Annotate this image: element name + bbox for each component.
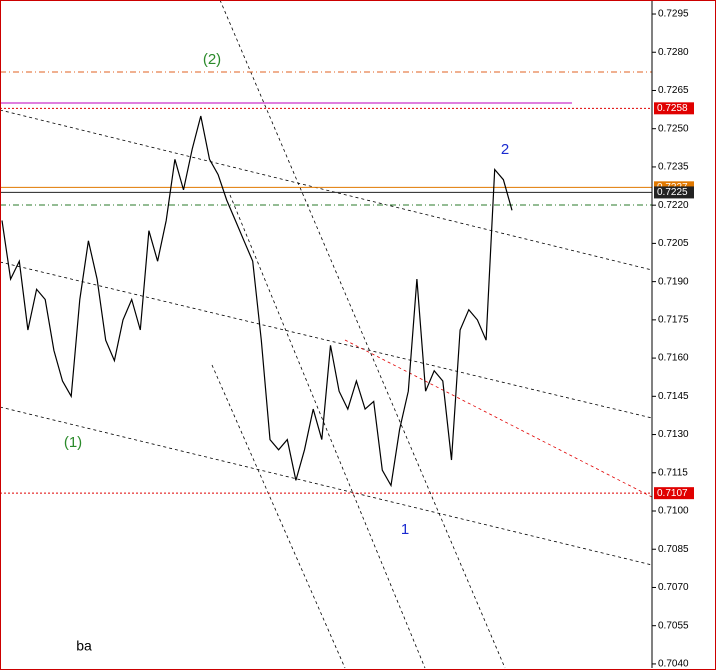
- trend-line: [0, 109, 653, 271]
- price-label-box: [654, 102, 694, 115]
- price-label-box: [654, 487, 694, 500]
- trend-line: [0, 406, 653, 566]
- y-tick-label: 0.7070: [658, 582, 689, 593]
- y-tick-label: 0.7190: [658, 276, 689, 287]
- y-tick-label: 0.7220: [658, 200, 689, 211]
- trend-line: [0, 261, 653, 419]
- y-tick-label: 0.7130: [658, 429, 689, 440]
- y-tick-label: 0.7100: [658, 506, 689, 517]
- annotation: (2): [203, 51, 221, 68]
- y-tick-label: 0.7175: [658, 314, 689, 325]
- y-tick-label: 0.7265: [658, 85, 689, 96]
- price-label: 0.7225: [657, 187, 688, 198]
- trend-line: [219, 0, 506, 669]
- y-tick-label: 0.7055: [658, 620, 689, 631]
- y-tick-label: 0.7160: [658, 353, 689, 364]
- price-label: 0.7107: [657, 488, 688, 499]
- y-axis: 0.7295 0.7280 0.7265 0.7250 0.7235 0.7220 0.72…: [652, 9, 689, 670]
- y-tick-label: 0.7280: [658, 47, 689, 58]
- y-tick-label: 0.7040: [658, 659, 689, 670]
- trend-line: [211, 364, 346, 669]
- y-tick-label: 0.7145: [658, 391, 689, 402]
- annotation: ba: [76, 638, 92, 654]
- annotation: 2: [501, 141, 509, 158]
- plot: [1, 115, 513, 488]
- y-tick-label: 0.7235: [658, 162, 689, 173]
- y-tick-label: 0.7295: [658, 9, 689, 20]
- y-tick-label: 0.7115: [658, 467, 688, 478]
- price-label-box: [654, 186, 694, 199]
- annotation: 1: [401, 521, 409, 538]
- trend-lines: [0, 0, 653, 669]
- y-tick-label: 0.7085: [658, 544, 689, 555]
- annotation: (1): [64, 434, 82, 451]
- trend-line: [229, 194, 426, 669]
- y-tick-label: 0.7250: [658, 123, 689, 134]
- price-line: [1, 115, 513, 488]
- price-label: 0.7258: [657, 103, 688, 114]
- y-tick-label: 0.7205: [658, 238, 689, 249]
